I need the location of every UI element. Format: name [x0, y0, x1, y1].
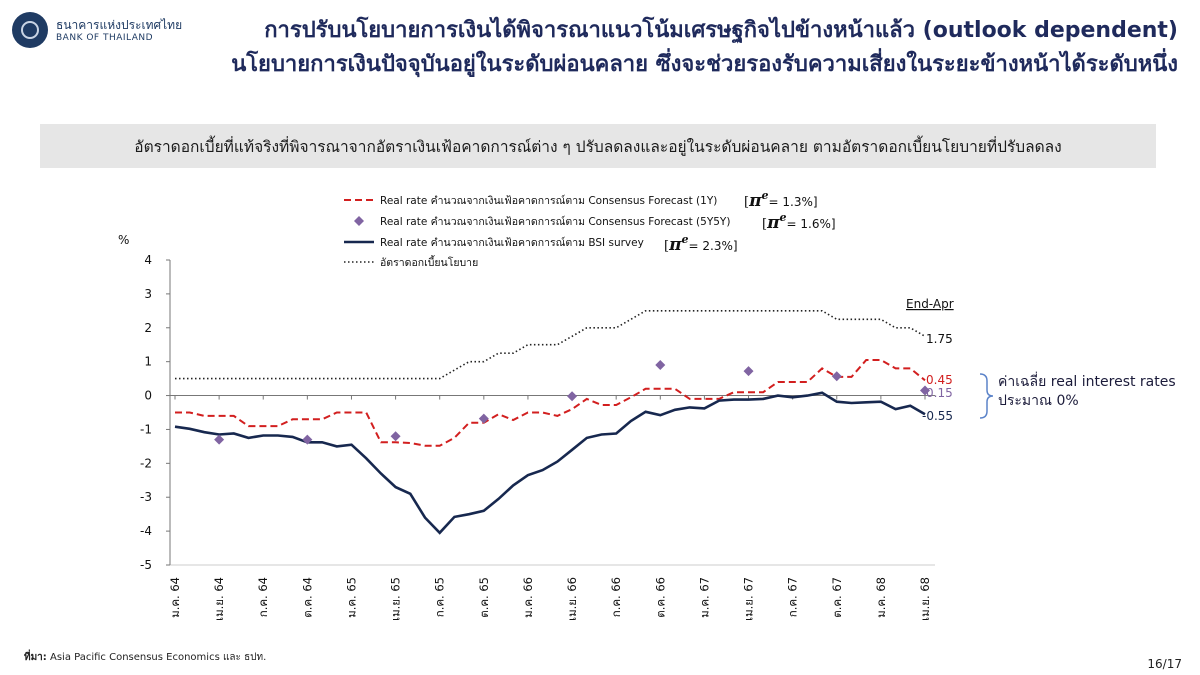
x-tick-label: เม.ย. 66: [565, 577, 579, 621]
x-tick-label: ก.ค. 66: [609, 577, 623, 617]
series-marker-5y5y: [743, 366, 754, 377]
x-tick-label: เม.ย. 65: [389, 577, 403, 621]
series-marker-5y5y: [831, 371, 842, 382]
series-line-dashed: [175, 359, 926, 447]
y-tick-label: 0: [144, 389, 152, 403]
y-tick-label: 4: [144, 253, 152, 267]
y-axis-unit: %: [118, 233, 129, 247]
summary-banner: อัตราดอกเบี้ยที่แท้จริงที่พิจารณาจากอัตร…: [40, 124, 1156, 168]
brace-note: ค่าเฉลี่ย real interest rates ประมาณ 0%: [998, 373, 1176, 411]
logo-text-th: ธนาคารแห่งประเทศไทย: [56, 18, 183, 32]
y-tick-label: -5: [140, 558, 152, 572]
series-line-solid: [174, 391, 926, 535]
banner-text: อัตราดอกเบี้ยที่แท้จริงที่พิจารณาจากอัตร…: [134, 137, 1062, 156]
logo-text-en: BANK OF THAILAND: [56, 33, 154, 43]
end-label-1y: 0.45: [926, 373, 953, 387]
title-line-1: การปรับนโยบายการเงินได้พิจารณาแนวโน้มเศร…: [264, 18, 1178, 43]
x-tick-label: ต.ค. 64: [300, 577, 314, 618]
y-tick-label: -4: [140, 524, 152, 538]
legend-pi-note-5y5y: [πe= 1.6%]: [762, 211, 836, 233]
series-marker-5y5y: [478, 413, 489, 424]
end-label-policy: 1.75: [926, 332, 953, 346]
x-tick-label: ก.ค. 65: [433, 577, 447, 617]
x-tick-label: ม.ค. 68: [874, 577, 888, 618]
legend-label-policy: อัตราดอกเบี้ยนโยบาย: [380, 255, 478, 269]
y-tick-label: 3: [144, 287, 152, 301]
bot-logo: ธนาคารแห่งประเทศไทย BANK OF THAILAND: [12, 10, 192, 54]
legend-pi-note-1y: [πe= 1.3%]: [744, 189, 818, 211]
end-label-bsi: -0.55: [922, 409, 953, 423]
brace-icon: [979, 373, 994, 419]
y-tick-label: 2: [144, 321, 152, 335]
x-tick-label: ม.ค. 67: [697, 577, 711, 618]
legend-pi-note-bsi: [πe= 2.3%]: [664, 233, 738, 255]
x-tick-label: ต.ค. 66: [653, 577, 667, 618]
series-marker-5y5y: [567, 391, 578, 402]
x-tick-label: เม.ย. 67: [742, 577, 756, 621]
x-tick-label: ต.ค. 65: [477, 577, 491, 618]
legend-label-5y5y: Real rate คำนวณจากเงินเฟ้อคาดการณ์ตาม Co…: [380, 215, 730, 228]
y-tick-label: -2: [140, 456, 152, 470]
series-marker-5y5y: [920, 385, 930, 396]
x-tick-label: ต.ค. 67: [830, 577, 844, 618]
source-label: ที่มา:: [24, 652, 47, 663]
title-line-2: นโยบายการเงินปัจจุบันอยู่ในระดับผ่อนคลาย…: [231, 52, 1178, 77]
legend-swatch-5y5y: [354, 216, 364, 226]
y-tick-label: -1: [140, 422, 152, 436]
y-tick-label: -3: [140, 490, 152, 504]
legend-label-bsi: Real rate คำนวณจากเงินเฟ้อคาดการณ์ตาม BS…: [380, 236, 644, 249]
x-tick-label: เม.ย. 68: [918, 577, 932, 621]
x-tick-label: ก.ค. 64: [256, 577, 270, 617]
series-marker-5y5y: [390, 431, 401, 442]
x-tick-label: ม.ค. 66: [521, 577, 535, 618]
x-tick-label: ก.ค. 67: [786, 577, 800, 617]
brace-note-line1: ค่าเฉลี่ย real interest rates: [998, 374, 1176, 390]
x-tick-label: ม.ค. 65: [344, 577, 358, 618]
series-marker-5y5y: [214, 434, 225, 445]
x-tick-label: เม.ย. 64: [212, 577, 226, 621]
bot-emblem-icon: [12, 12, 48, 48]
brace-note-line2: ประมาณ 0%: [998, 393, 1079, 409]
series-marker-5y5y: [655, 360, 666, 371]
source-note: ที่มา: Asia Pacific Consensus Economics …: [24, 650, 266, 665]
x-tick-label: ม.ค. 64: [168, 577, 182, 618]
source-text: Asia Pacific Consensus Economics และ ธปท…: [46, 652, 267, 663]
page-title: การปรับนโยบายการเงินได้พิจารณาแนวโน้มเศร…: [231, 14, 1178, 82]
end-label-5y5y: 0.15: [926, 386, 953, 400]
series-line-dotted: [175, 310, 926, 380]
end-apr-label: End-Apr: [906, 297, 954, 311]
series-marker-5y5y: [302, 434, 313, 445]
legend-label-1y: Real rate คำนวณจากเงินเฟ้อคาดการณ์ตาม Co…: [380, 194, 717, 207]
page-number: 16/17: [1147, 657, 1182, 671]
y-tick-label: 1: [144, 355, 152, 369]
